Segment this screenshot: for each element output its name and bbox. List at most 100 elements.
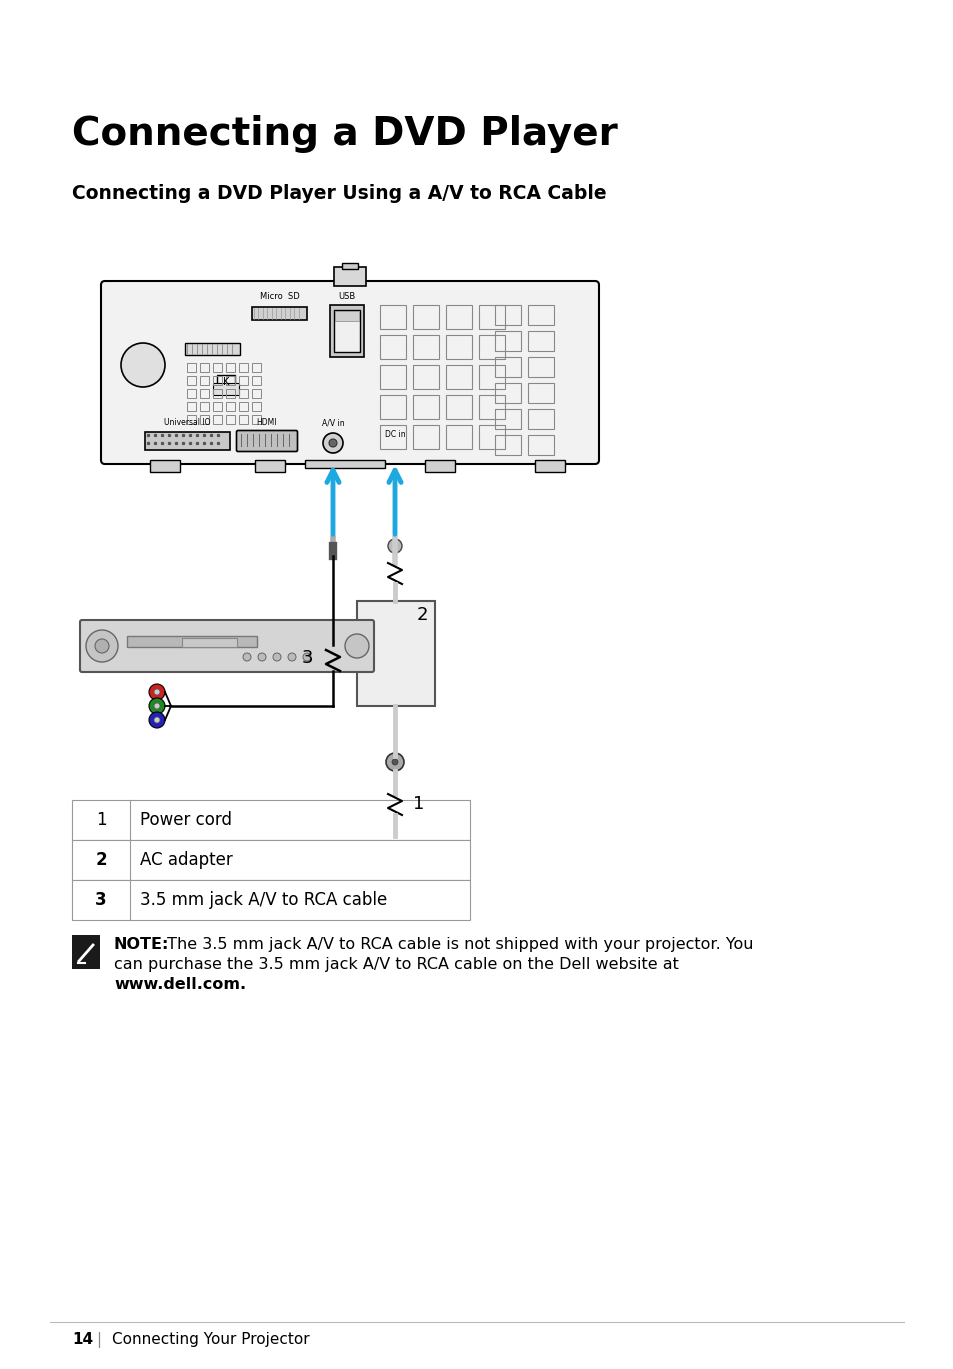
Bar — [434, 838, 448, 845]
Circle shape — [386, 753, 403, 771]
Text: Connecting Your Projector: Connecting Your Projector — [112, 1332, 310, 1347]
Text: can purchase the 3.5 mm jack A/V to RCA cable on the Dell website at: can purchase the 3.5 mm jack A/V to RCA … — [113, 957, 679, 972]
Bar — [478, 424, 504, 449]
Bar — [495, 435, 520, 455]
Bar — [252, 389, 261, 398]
Bar — [145, 433, 230, 450]
Text: Universal IO: Universal IO — [164, 418, 210, 427]
Bar — [527, 435, 554, 455]
Bar — [527, 409, 554, 428]
Circle shape — [273, 653, 281, 661]
Bar — [430, 836, 452, 846]
Text: 14: 14 — [71, 1332, 93, 1347]
Bar — [187, 415, 195, 424]
Text: A/V in: A/V in — [321, 418, 344, 427]
Circle shape — [149, 712, 165, 728]
Bar — [379, 305, 406, 329]
Bar — [71, 841, 470, 880]
Text: 3.5 mm jack A/V to RCA cable: 3.5 mm jack A/V to RCA cable — [140, 891, 387, 909]
Circle shape — [329, 439, 336, 448]
Bar — [127, 637, 256, 648]
Bar — [150, 460, 180, 472]
Text: Connecting a DVD Player Using a A/V to RCA Cable: Connecting a DVD Player Using a A/V to R… — [71, 183, 606, 203]
Bar — [379, 335, 406, 359]
Bar — [305, 460, 385, 468]
Bar — [409, 846, 422, 852]
Bar — [187, 389, 195, 398]
Bar — [187, 363, 195, 372]
Circle shape — [288, 653, 295, 661]
Bar — [356, 601, 435, 706]
Bar — [495, 383, 520, 402]
Bar — [239, 402, 248, 411]
Bar — [187, 402, 195, 411]
Bar — [379, 366, 406, 389]
Bar — [413, 335, 438, 359]
Bar — [71, 799, 470, 841]
Bar — [252, 307, 307, 320]
Bar — [446, 335, 472, 359]
Circle shape — [323, 433, 343, 453]
Bar — [213, 389, 222, 398]
Bar — [527, 305, 554, 324]
Bar — [226, 389, 234, 398]
Bar — [446, 366, 472, 389]
Bar — [226, 415, 234, 424]
Text: 1: 1 — [413, 795, 424, 813]
Bar — [213, 402, 222, 411]
Bar — [535, 460, 564, 472]
Bar — [379, 396, 406, 419]
Text: 2: 2 — [95, 852, 107, 869]
Bar — [478, 396, 504, 419]
Text: K: K — [223, 376, 229, 387]
Circle shape — [392, 758, 397, 765]
Text: Micro  SD: Micro SD — [260, 292, 299, 301]
Bar — [213, 415, 222, 424]
Bar — [200, 389, 209, 398]
Bar — [446, 424, 472, 449]
Bar — [226, 402, 234, 411]
Bar — [495, 409, 520, 428]
Bar — [200, 363, 209, 372]
Bar — [252, 363, 261, 372]
Text: 1: 1 — [95, 810, 106, 830]
Bar — [200, 376, 209, 385]
Text: DC in: DC in — [384, 430, 405, 439]
Bar — [478, 305, 504, 329]
Bar — [185, 344, 240, 355]
Bar — [478, 366, 504, 389]
Bar — [71, 880, 470, 920]
Bar — [239, 389, 248, 398]
Bar — [434, 852, 448, 858]
Text: AC adapter: AC adapter — [140, 852, 233, 869]
Text: NOTE:: NOTE: — [113, 936, 170, 951]
Bar — [252, 415, 261, 424]
Bar — [430, 850, 452, 860]
Text: USB: USB — [338, 292, 355, 301]
Bar — [495, 331, 520, 350]
Bar — [252, 376, 261, 385]
Bar — [226, 363, 234, 372]
Bar — [413, 366, 438, 389]
Circle shape — [86, 630, 118, 663]
Bar — [409, 839, 422, 845]
Bar — [330, 305, 364, 357]
Bar — [334, 267, 366, 286]
Bar — [495, 357, 520, 376]
Bar — [226, 376, 234, 385]
Bar — [239, 363, 248, 372]
Circle shape — [153, 704, 160, 709]
Bar — [213, 363, 222, 372]
Bar — [413, 424, 438, 449]
Bar — [379, 424, 406, 449]
Bar — [239, 415, 248, 424]
Bar — [380, 836, 409, 852]
Text: Power cord: Power cord — [140, 810, 232, 830]
Circle shape — [121, 344, 165, 387]
Bar — [200, 402, 209, 411]
Bar — [182, 638, 236, 648]
Bar — [413, 305, 438, 329]
Bar — [527, 383, 554, 402]
Circle shape — [95, 639, 109, 653]
Text: www.dell.com.: www.dell.com. — [113, 977, 246, 993]
